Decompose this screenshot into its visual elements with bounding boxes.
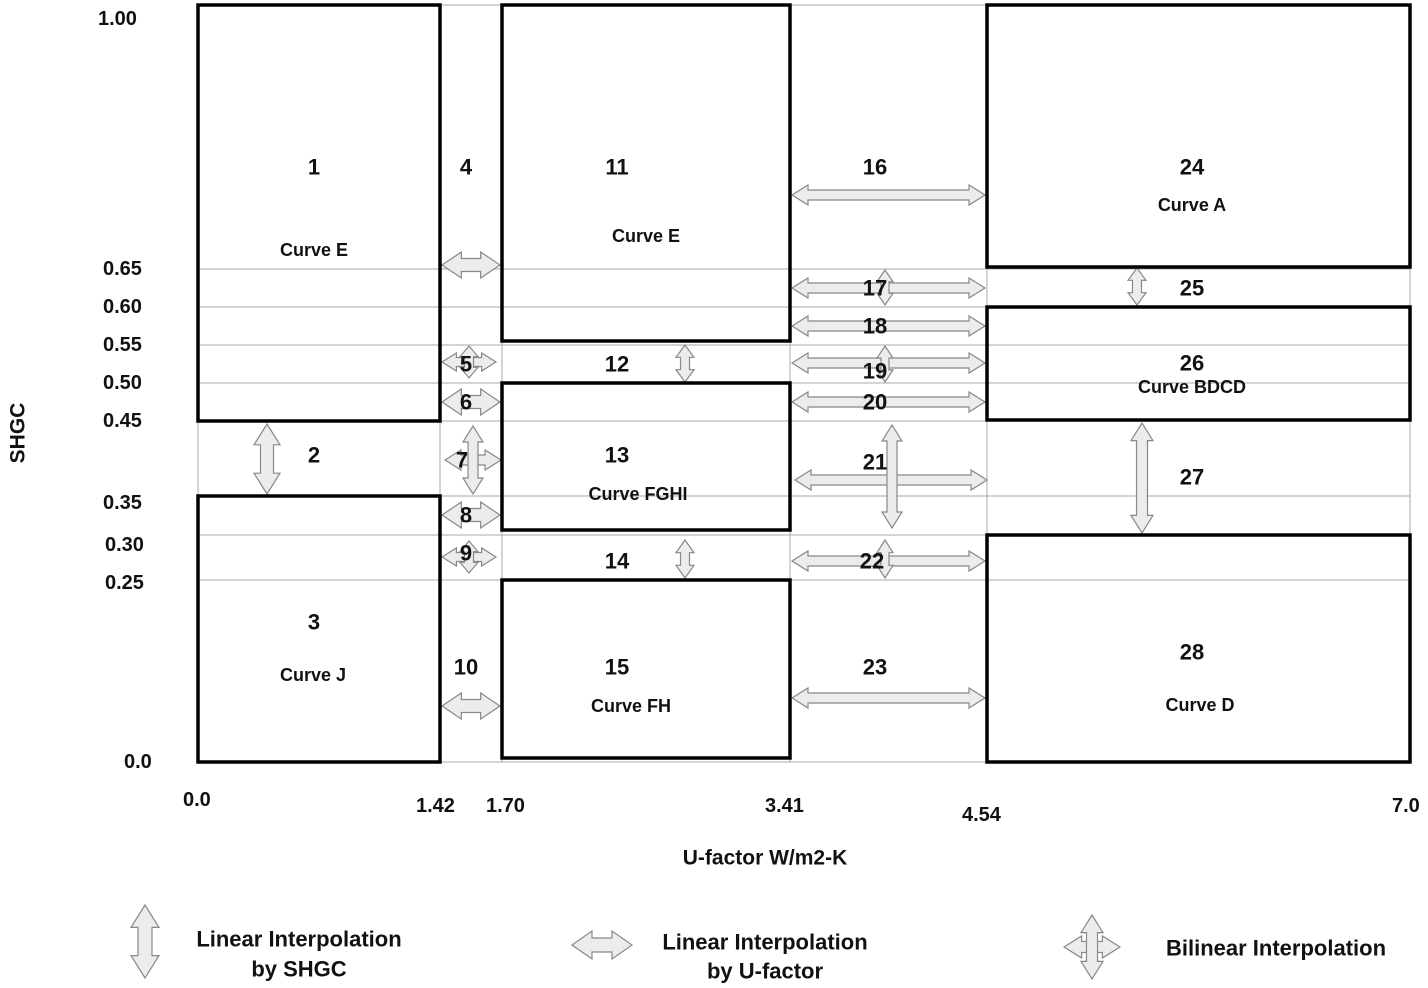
box-region-24 [985,3,1412,269]
region-21-number: 21 [863,450,887,475]
region-12-number: 12 [605,352,629,377]
x-tick: 1.42 [416,795,455,817]
region-11-curve: Curve E [612,226,680,246]
shgc-interpolation-arrow-icon [875,268,895,307]
region-4-number: 4 [460,155,473,180]
box-region-11 [500,3,792,343]
region-6-number: 6 [460,390,472,415]
shgc-interpolation-arrow-icon [875,344,895,384]
interpolation-arrows [129,183,1155,981]
region-24-curve: Curve A [1158,195,1226,215]
y-tick: 0.25 [105,572,144,594]
shgc-interpolation-arrow-icon [1129,421,1155,535]
region-10-number: 10 [454,655,478,680]
region-8-number: 8 [460,503,472,528]
ufactor-interpolation-arrow-icon [790,390,987,414]
bilinear-interpolation-arrow-icon [1079,913,1105,981]
ufactor-interpolation-arrow-icon [440,691,502,721]
legend-shgc-line2: by SHGC [251,957,346,982]
x-tick: 4.54 [962,804,1002,826]
region-11-number: 11 [605,155,628,180]
shgc-interpolation-arrow-icon [674,538,696,580]
region-labels: 1 Curve E 2 3 Curve J 4 5 6 7 8 9 10 11 … [280,155,1246,717]
region-1-curve: Curve E [280,240,348,260]
bilinear-interpolation-arrow-icon [458,540,480,574]
region-18-number: 18 [863,314,887,339]
ufactor-interpolation-arrow-icon [570,929,634,961]
x-tick: 1.70 [486,795,525,817]
box-region-1 [196,3,442,423]
y-tick: 0.60 [103,296,142,318]
x-tick: 0.0 [183,789,211,811]
region-15-number: 15 [605,655,629,680]
bilinear-interpolation-arrow-icon [458,345,480,379]
ufactor-interpolation-arrow-icon [440,500,502,530]
y-tick: 1.00 [98,8,137,30]
ufactor-interpolation-arrow-icon [790,686,987,710]
region-3-number: 3 [308,610,320,635]
region-13-curve: Curve FGHI [588,484,687,504]
region-19-number: 19 [863,359,887,384]
region-26-number: 26 [1180,351,1204,376]
box-region-15 [500,578,792,760]
y-tick: 0.30 [105,534,144,556]
region-26-curve: Curve BDCD [1138,377,1246,397]
shgc-interpolation-arrow-icon [875,538,895,580]
shgc-interpolation-arrow-icon [1126,266,1148,307]
region-25-number: 25 [1180,276,1204,301]
region-27-number: 27 [1180,465,1204,490]
shgc-interpolation-arrow-icon [674,343,696,384]
legend-bilinear-label: Bilinear Interpolation [1166,936,1386,961]
y-tick: 0.65 [103,258,142,280]
legend-ufactor-line2: by U-factor [707,959,824,984]
y-tick: 0.0 [124,751,152,773]
region-5-number: 5 [460,352,472,377]
y-tick: 0.55 [103,334,142,356]
region-16-number: 16 [863,155,887,180]
y-tick: 0.50 [103,372,142,394]
shgc-interpolation-arrow-icon [129,903,161,980]
x-axis: 0.0 1.42 1.70 3.41 4.54 7.0 U-factor W/m… [183,789,1420,870]
x-tick: 3.41 [765,795,804,817]
region-28-curve: Curve D [1165,695,1234,715]
region-15-curve: Curve FH [591,696,671,716]
region-3-curve: Curve J [280,665,346,685]
region-28-number: 28 [1180,640,1204,665]
region-13-number: 13 [605,443,629,468]
shgc-interpolation-arrow-icon [880,423,904,530]
region-20-number: 20 [863,390,887,415]
y-tick: 0.35 [103,492,142,514]
region-23-number: 23 [863,655,887,680]
box-region-28 [985,533,1412,764]
box-region-26 [985,305,1412,422]
y-axis: SHGC 1.00 0.65 0.60 0.55 0.50 0.45 0.35 … [7,8,152,773]
y-tick: 0.45 [103,410,142,432]
region-7-number: 7 [456,448,468,473]
x-axis-title: U-factor W/m2-K [683,847,848,870]
box-region-3 [196,494,442,764]
region-17-number: 17 [863,276,887,301]
box-region-13 [500,381,792,532]
ufactor-interpolation-arrow-icon [440,387,502,417]
ufactor-interpolation-arrow-icon [790,314,987,338]
region-2-number: 2 [308,443,320,468]
region-24-number: 24 [1180,155,1205,180]
bilinear-interpolation-arrow-icon [461,424,485,496]
ufactor-interpolation-arrow-icon [790,183,987,207]
legend-shgc-line1: Linear Interpolation [196,927,401,952]
x-tick: 7.0 [1392,795,1420,817]
curve-boxes [196,3,1412,764]
shgc-interpolation-arrow-icon [252,422,282,496]
legend: Linear Interpolation by SHGC Linear Inte… [196,927,1386,984]
region-14-number: 14 [605,549,630,574]
y-axis-title: SHGC [7,403,30,464]
region-1-number: 1 [308,155,320,180]
ufactor-interpolation-arrow-icon [440,250,502,280]
region-9-number: 9 [460,541,472,566]
region-22-number: 22 [860,549,884,574]
legend-ufactor-line1: Linear Interpolation [662,930,867,955]
